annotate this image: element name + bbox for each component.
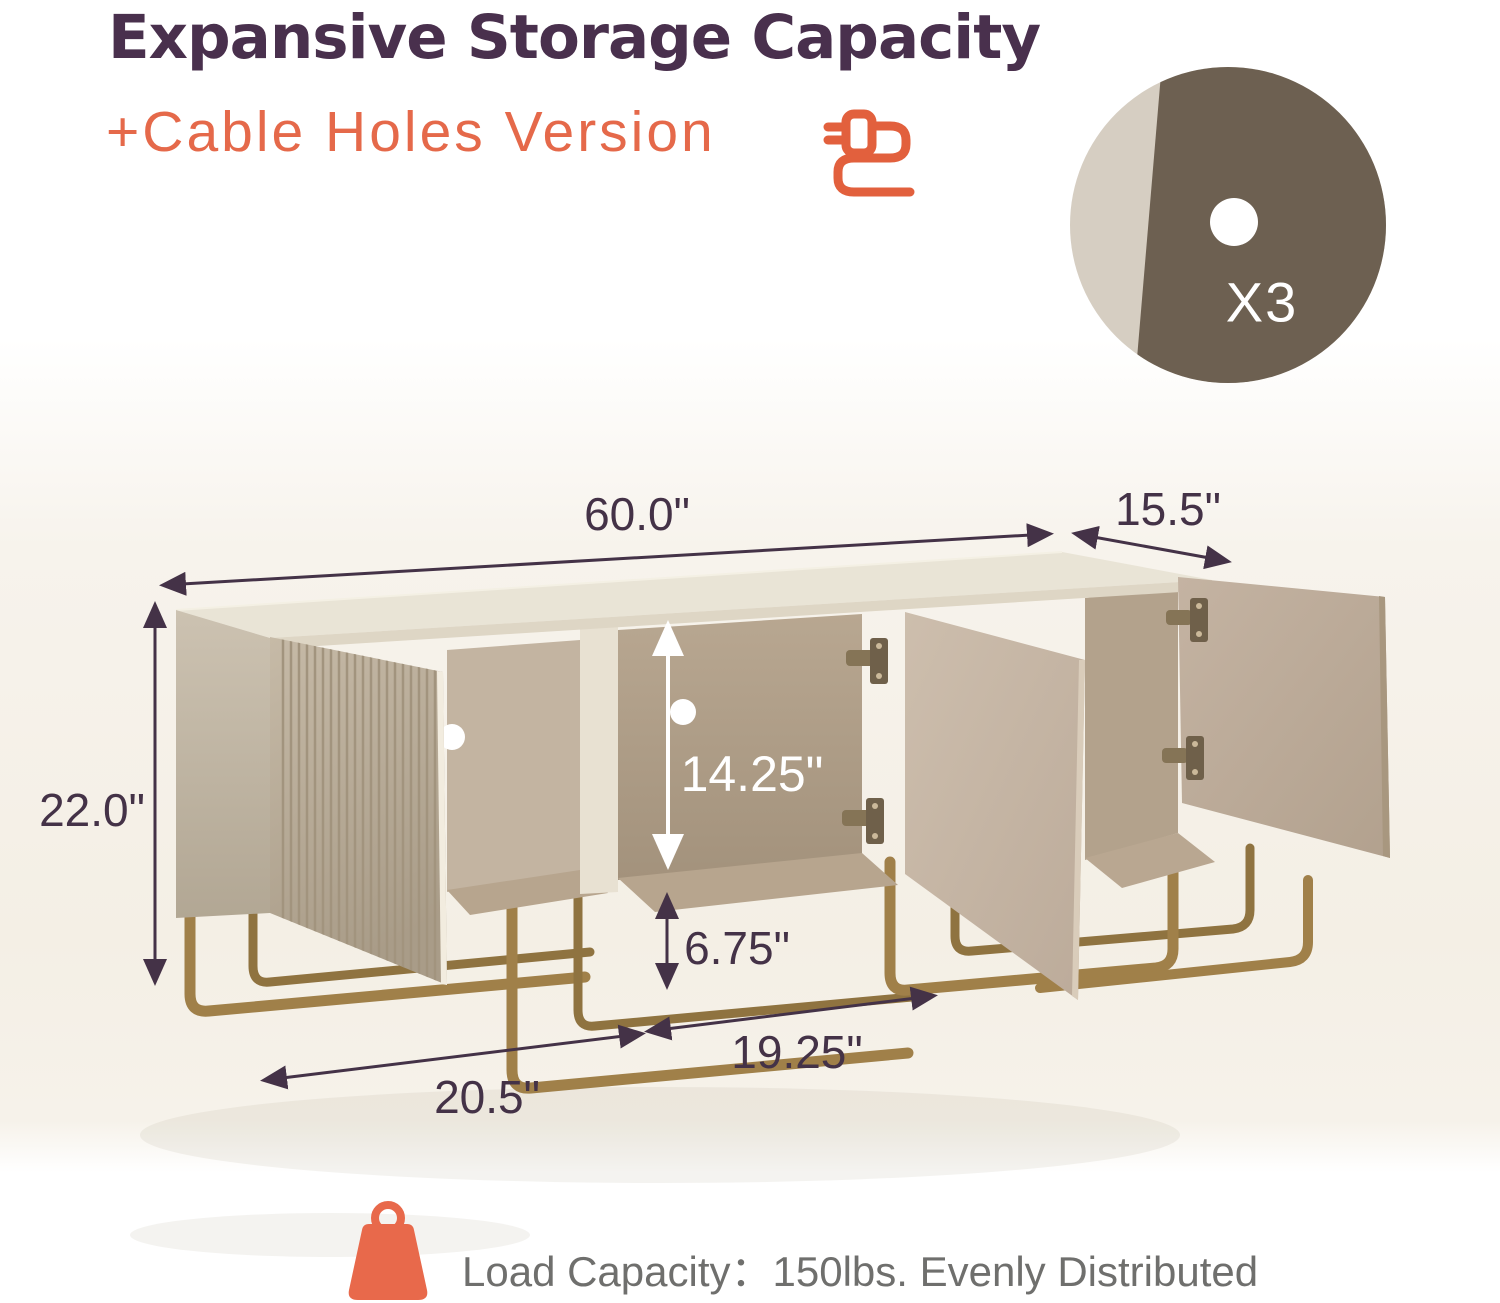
cable-hole-icon: [1210, 198, 1258, 246]
weight-unit-label: LBS: [0, 58, 750, 89]
right-compartment-back-wall: [1085, 588, 1178, 860]
load-capacity-text: Load Capacity：150lbs. Evenly Distributed: [462, 1248, 1259, 1295]
inset-panel-face: [1134, 67, 1386, 383]
door-right-edge: [1379, 596, 1390, 858]
door-left-fluted: [270, 637, 447, 985]
arrow-section-19-25: [644, 986, 938, 1041]
door-left-flutes: [281, 637, 437, 985]
hinge-middle-bottom: [842, 798, 884, 844]
door-left-edge: [437, 671, 447, 985]
leg-right-back: [950, 843, 1255, 956]
page-title: Expansive Storage Capacity: [108, 2, 1041, 73]
left-compartment-back-wall: [447, 640, 580, 892]
cable-hole-inset: [1070, 67, 1386, 383]
plug-cable-icon: [823, 109, 915, 197]
dim-depth-label: 15.5": [1115, 483, 1221, 535]
door-right-face: [1178, 577, 1390, 858]
hinge-middle-top: [846, 638, 888, 684]
hinge-right-top: [1166, 598, 1208, 642]
door-right: [1178, 577, 1390, 858]
subtitle: +Cable Holes Version: [106, 100, 716, 164]
leg-right-runner: [1035, 875, 1313, 993]
leg-left-back: [248, 895, 595, 987]
dim-width-label: 60.0": [584, 488, 690, 540]
dim-interior-height-label: 14.25": [680, 746, 824, 802]
plug-body: [841, 109, 877, 158]
arrow-width-60: [159, 523, 1054, 596]
dimension-arrows: [143, 523, 1232, 1090]
left-side-panel: [176, 610, 270, 918]
right-compartment-shelf: [1085, 833, 1215, 888]
door-left-face: [270, 637, 447, 985]
floor-shadow: [140, 1087, 1180, 1183]
hinge-right-bottom: [1162, 736, 1204, 780]
dim-left-section-label: 20.5": [434, 1071, 540, 1123]
cable-hole-middle: [670, 699, 696, 725]
left-compartment-shelf: [447, 870, 608, 915]
arrow-section-20-5: [260, 1024, 646, 1090]
cable-hole-left: [439, 724, 465, 750]
dim-leg-clearance-label: 6.75": [684, 922, 790, 974]
dim-middle-section-label: 19.25": [731, 1026, 863, 1078]
top-panel-front-edge: [270, 580, 1212, 649]
middle-divider: [580, 617, 618, 894]
door-middle-face: [905, 612, 1085, 1000]
arrow-depth-15-5: [1071, 525, 1232, 570]
leg-right-front: [884, 849, 1179, 996]
middle-compartment-shelf: [618, 853, 898, 912]
door-middle: [905, 612, 1085, 1000]
inset-count-label: X3: [1225, 270, 1299, 334]
leg-left-front: [184, 906, 591, 1017]
plug-cable: [833, 121, 915, 197]
dim-height-label: 22.0": [39, 784, 145, 836]
hinge-group: [842, 598, 1208, 844]
load-capacity-value: 150: [0, 0, 750, 37]
weight-bag-body: [348, 1224, 428, 1300]
floor-shadow-left: [130, 1213, 530, 1257]
door-middle-edge: [1072, 660, 1085, 1000]
weight-bag-icon: [348, 1201, 428, 1300]
